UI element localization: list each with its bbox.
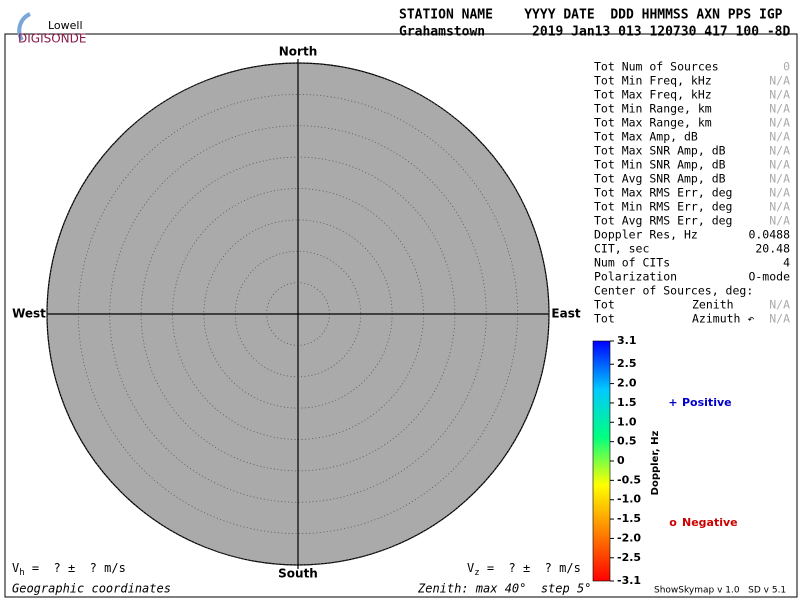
stat-value: N/A — [769, 158, 790, 172]
stat-value: 0.0488 — [748, 228, 790, 242]
stat-label: Tot Max SNR Amp, dB — [594, 144, 726, 158]
stat-label: Tot Avg SNR Amp, dB — [594, 172, 726, 186]
frame — [4, 33, 798, 598]
stat-label: Tot Min Freq, kHz — [594, 74, 712, 88]
stat-value: 0 — [783, 60, 790, 74]
header-values: Grahamstown 2019 Jan13 013 120730 417 10… — [399, 25, 791, 40]
stat-label: Tot Max RMS Err, deg — [594, 186, 732, 200]
stat-value: N/A — [769, 102, 790, 116]
stat-value: N/A — [769, 74, 790, 88]
stat-label: Tot Min RMS Err, deg — [594, 200, 732, 214]
west-label: West — [12, 307, 46, 321]
colorbar-tick-label: -0.5 — [617, 473, 641, 486]
colorbar-label: Doppler, Hz — [650, 431, 661, 496]
colorbar — [592, 340, 611, 582]
logo-arc — [17, 12, 31, 42]
stat-label: Center of Sources, deg: — [594, 284, 753, 298]
stat-value: N/A — [769, 172, 790, 186]
logo-top: Lowell — [48, 19, 83, 32]
footer: Vh = ? ± ? m/s Vz = ? ± ? m/s Geographic… — [12, 561, 786, 596]
stat-label: Tot Min SNR Amp, dB — [594, 158, 726, 172]
colorbar-tick-label: 0.5 — [617, 435, 637, 448]
stat-value: N/A — [769, 130, 790, 144]
stat-label: Polarization — [594, 270, 677, 284]
vz-symbol: V — [467, 561, 474, 575]
colorbar-tick-label: -2.5 — [617, 551, 641, 564]
stat-label: Tot Num of Sources — [594, 60, 719, 74]
vz-sub: z — [474, 568, 479, 578]
north-label: North — [279, 45, 317, 59]
logo-bottom: DIGISONDE — [18, 32, 86, 46]
vh-text: Vh = ? ± ? m/s — [12, 561, 126, 578]
vh-rest: = ? ± ? m/s — [25, 561, 126, 575]
zenith-text: Zenith: max 40° step 5° — [417, 582, 591, 596]
vh-symbol: V — [12, 561, 19, 575]
stat-value: N/A — [769, 200, 790, 214]
version-text: ShowSkymap v 1.0 SD v 5.1 — [654, 586, 786, 596]
stat-label: Tot Avg RMS Err, deg — [594, 214, 732, 228]
coords-text: Geographic coordinates — [12, 582, 171, 596]
colorbar-tick-label: -2.0 — [617, 531, 641, 544]
stat-value: O-mode — [748, 270, 790, 284]
stat-value: N/A — [769, 144, 790, 158]
stat-value: N/A — [769, 298, 790, 312]
colorbar-tick-label: 3.1 — [617, 334, 637, 347]
colorbar-tick-label: -1.0 — [617, 493, 641, 506]
stat-middle: Zenith — [692, 298, 734, 312]
east-label: East — [551, 307, 580, 321]
stat-label: Tot Min Range, km — [594, 102, 712, 116]
colorbar-tick-label: -1.5 — [617, 512, 641, 525]
stat-label: Num of CITs — [594, 256, 670, 270]
colorbar-tick-label: 2.5 — [617, 357, 637, 370]
vh-sub: h — [19, 568, 24, 578]
stat-label: Tot — [594, 298, 615, 312]
stat-value: N/A — [769, 312, 790, 326]
colorbar-tick-label: 2.0 — [617, 377, 637, 390]
stat-label: Tot — [594, 312, 615, 326]
legend-symbol: + — [668, 396, 677, 409]
stat-label: Tot Max Amp, dB — [594, 130, 698, 144]
south-label: South — [278, 567, 318, 581]
stat-label: Doppler Res, Hz — [594, 228, 698, 242]
stat-value: N/A — [769, 116, 790, 130]
legend-label: Positive — [682, 396, 732, 409]
legend-label: Negative — [682, 516, 738, 529]
colorbar-tick-label: -3.1 — [617, 574, 641, 587]
stat-value: 4 — [783, 256, 790, 270]
vz-rest: = ? ± ? m/s — [480, 561, 581, 575]
stat-value: N/A — [769, 186, 790, 200]
stat-value: N/A — [769, 214, 790, 228]
header-columns: STATION NAME YYYY DATE DDD HHMMSS AXN PP… — [399, 8, 783, 23]
stat-label: CIT, sec — [594, 242, 649, 256]
stat-label: Tot Max Range, km — [594, 116, 712, 130]
legend-symbol: o — [669, 516, 677, 529]
stat-label: Tot Max Freq, kHz — [594, 88, 712, 102]
stat-value: N/A — [769, 88, 790, 102]
stat-middle: Azimuth ↶ — [692, 312, 754, 326]
stat-value: 20.48 — [755, 242, 790, 256]
vz-text: Vz = ? ± ? m/s — [467, 561, 581, 578]
colorbar-tick-label: 1.5 — [617, 396, 637, 409]
colorbar-tick-label: 0 — [617, 454, 625, 467]
colorbar-tick-label: 1.0 — [617, 415, 637, 428]
